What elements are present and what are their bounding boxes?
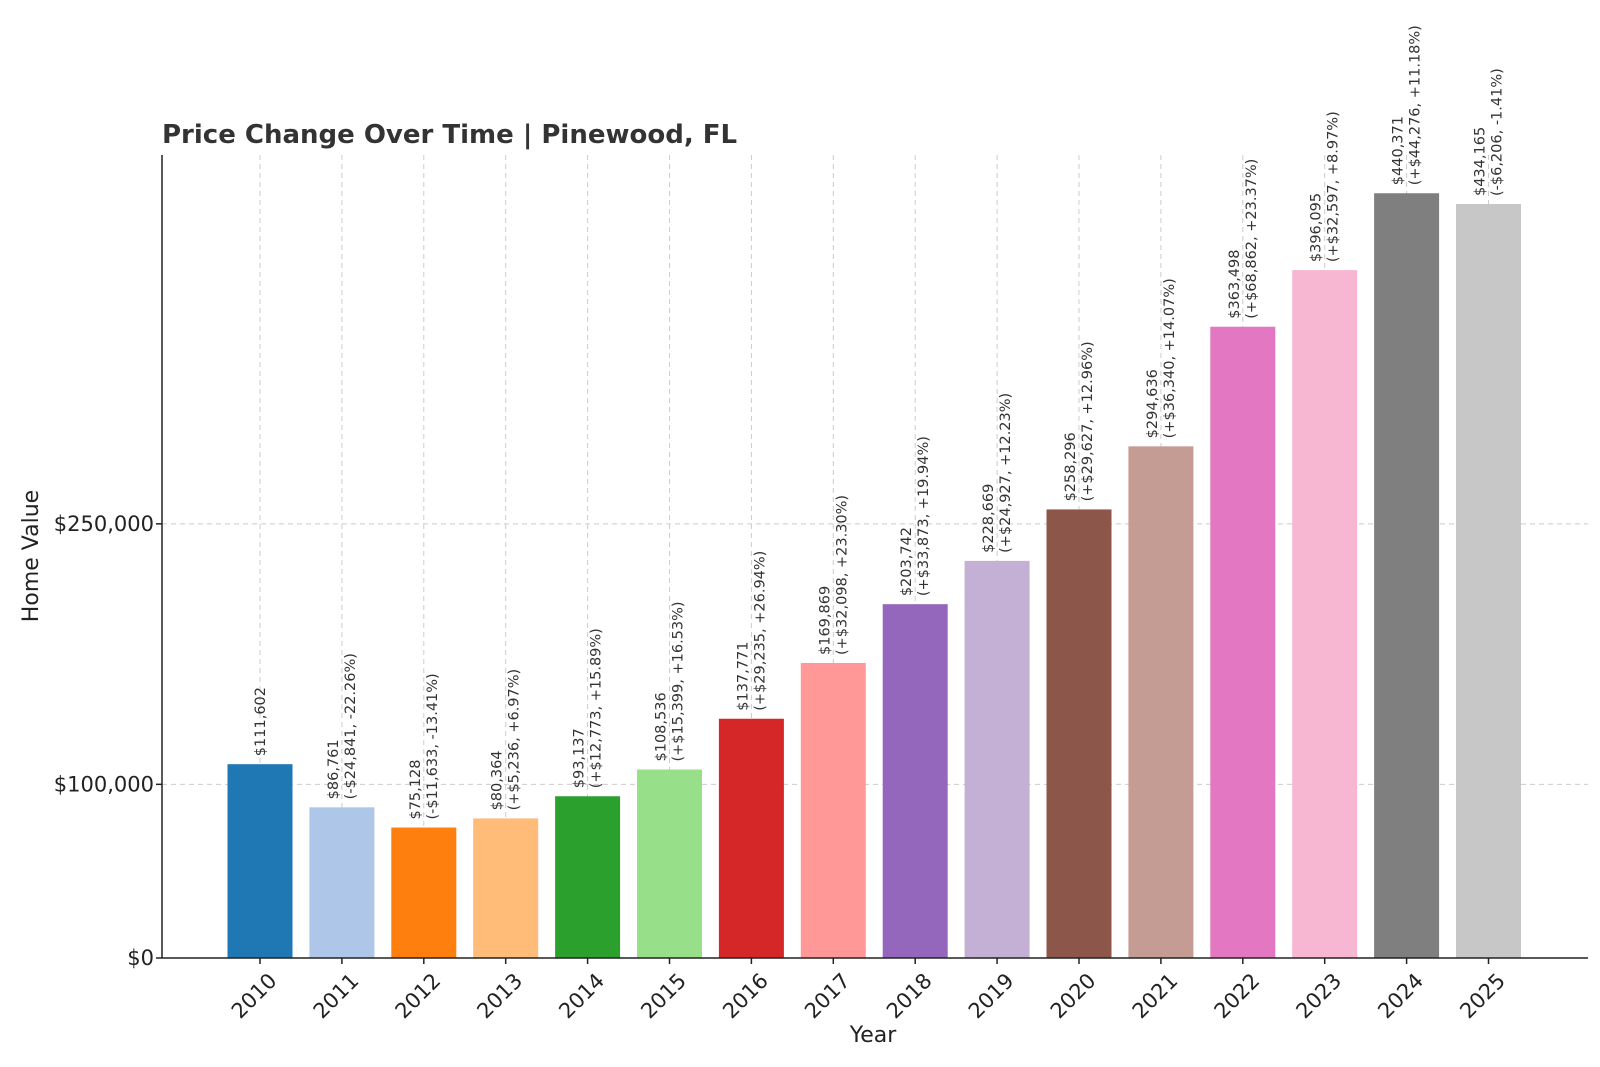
bar-change-label: (+$5,236, +6.97%) — [507, 669, 523, 811]
x-tick-label-2024: 2024 — [1373, 969, 1428, 1024]
bar-value-label: $86,761 — [326, 739, 342, 799]
x-tick-label-2012: 2012 — [391, 969, 446, 1024]
bar-label-2020: $258,296(+$29,627, +12.96%) — [1063, 341, 1096, 501]
bar-value-label: $93,137 — [572, 728, 588, 788]
bar-value-label: $80,364 — [490, 750, 506, 810]
bar-label-2021: $294,636(+$36,340, +14.07%) — [1145, 278, 1178, 438]
bar-2020 — [1046, 509, 1112, 958]
bar-value-label: $363,498 — [1227, 250, 1243, 319]
bar-label-2019: $228,669(+$24,927, +12.23%) — [981, 393, 1014, 553]
axes — [156, 155, 1588, 964]
bar-2010 — [227, 764, 293, 958]
bar-change-label: (-$6,206, -1.41%) — [1490, 68, 1506, 196]
bar-change-label: (+$12,773, +15.89%) — [589, 628, 605, 788]
bar-value-label: $203,742 — [899, 527, 915, 596]
x-tick-label-2011: 2011 — [309, 969, 364, 1024]
x-axis-label: Year — [849, 1023, 898, 1048]
bar-label-2025: $434,165(-$6,206, -1.41%) — [1473, 68, 1506, 196]
x-tick-label-2010: 2010 — [227, 969, 282, 1024]
bar-label-2024: $440,371(+$44,276, +11.18%) — [1391, 25, 1424, 185]
x-tick-label-2015: 2015 — [636, 969, 691, 1024]
bar-2018 — [882, 604, 948, 958]
y-tick-label: $250,000 — [54, 512, 154, 536]
bar-label-2022: $363,498(+$68,862, +23.37%) — [1227, 159, 1260, 319]
bar-label-2010: $111,602 — [253, 687, 269, 756]
bar-change-label: (+$32,098, +23.30%) — [834, 495, 850, 655]
x-tick-label-2018: 2018 — [882, 969, 937, 1024]
bar-value-label: $258,296 — [1063, 432, 1079, 501]
bar-change-label: (+$68,862, +23.37%) — [1244, 159, 1260, 319]
x-tick-label-2017: 2017 — [800, 969, 855, 1024]
bar-value-label: $111,602 — [253, 687, 269, 756]
bar-label-2014: $93,137(+$12,773, +15.89%) — [572, 628, 605, 788]
bar-2015 — [637, 769, 702, 958]
bar-2021 — [1128, 446, 1194, 958]
x-tick-label-2025: 2025 — [1455, 969, 1510, 1024]
x-tick-label-2014: 2014 — [554, 969, 609, 1024]
x-tick-label-2022: 2022 — [1210, 969, 1265, 1024]
x-tick-label-2020: 2020 — [1046, 969, 1101, 1024]
bar-change-label: (-$11,633, -13.41%) — [425, 673, 441, 819]
bar-value-label: $396,095 — [1309, 193, 1325, 262]
bar-2017 — [800, 663, 866, 958]
bar-value-label: $434,165 — [1473, 127, 1489, 196]
bar-2014 — [555, 796, 621, 958]
bar-label-2018: $203,742(+$33,873, +19.94%) — [899, 436, 932, 596]
bar-2011 — [309, 807, 375, 958]
bar-change-label: (+$29,627, +12.96%) — [1080, 341, 1096, 501]
bar-label-2023: $396,095(+$32,597, +8.97%) — [1309, 111, 1342, 262]
x-tick-label-2021: 2021 — [1128, 969, 1183, 1024]
bar-2023 — [1292, 270, 1358, 959]
bar-change-label: (+$33,873, +19.94%) — [916, 436, 932, 596]
bar-label-2012: $75,128(-$11,633, -13.41%) — [408, 673, 441, 819]
bar-label-2013: $80,364(+$5,236, +6.97%) — [490, 669, 523, 811]
bar-2022 — [1210, 326, 1276, 958]
x-tick-label-2019: 2019 — [964, 969, 1019, 1024]
bar-change-label: (+$32,597, +8.97%) — [1326, 111, 1342, 262]
bar-label-2011: $86,761(-$24,841, -22.26%) — [326, 653, 359, 799]
bar-change-label: (-$24,841, -22.26%) — [343, 653, 359, 799]
bar-value-label: $228,669 — [981, 484, 997, 553]
bars — [227, 193, 1521, 959]
bar-2013 — [473, 818, 539, 958]
y-tick-label: $100,000 — [54, 772, 154, 796]
bar-value-label: $75,128 — [408, 760, 424, 820]
bar-2025 — [1456, 204, 1521, 958]
x-tick-label-2016: 2016 — [718, 969, 773, 1024]
bar-change-label: (+$29,235, +26.94%) — [752, 551, 768, 711]
bar-label-2017: $169,869(+$32,098, +23.30%) — [817, 495, 850, 655]
bar-value-label: $137,771 — [735, 642, 751, 711]
bar-label-2016: $137,771(+$29,235, +26.94%) — [735, 551, 768, 711]
bar-value-label: $169,869 — [817, 586, 833, 655]
bar-labels: $111,602 $86,761(-$24,841, -22.26%) $75,12… — [253, 25, 1506, 819]
bar-2012 — [391, 827, 457, 958]
bar-2019 — [964, 560, 1030, 958]
x-tick-label-2013: 2013 — [472, 969, 527, 1024]
y-axis-label: Home Value — [19, 490, 44, 622]
y-tick-label: $0 — [127, 946, 154, 970]
bar-value-label: $294,636 — [1145, 369, 1161, 438]
chart-title: Price Change Over Time | Pinewood, FL — [162, 120, 737, 150]
bar-value-label: $108,536 — [654, 692, 670, 761]
bar-label-2015: $108,536(+$15,399, +16.53%) — [654, 601, 687, 761]
bar-change-label: (+$44,276, +11.18%) — [1408, 25, 1424, 185]
bar-change-label: (+$36,340, +14.07%) — [1162, 278, 1178, 438]
x-tick-label-2023: 2023 — [1291, 969, 1346, 1024]
bar-2024 — [1374, 193, 1440, 958]
bar-change-label: (+$24,927, +12.23%) — [998, 393, 1014, 553]
bar-change-label: (+$15,399, +16.53%) — [671, 601, 687, 761]
bar-2016 — [718, 718, 784, 958]
bar-value-label: $440,371 — [1391, 116, 1407, 185]
